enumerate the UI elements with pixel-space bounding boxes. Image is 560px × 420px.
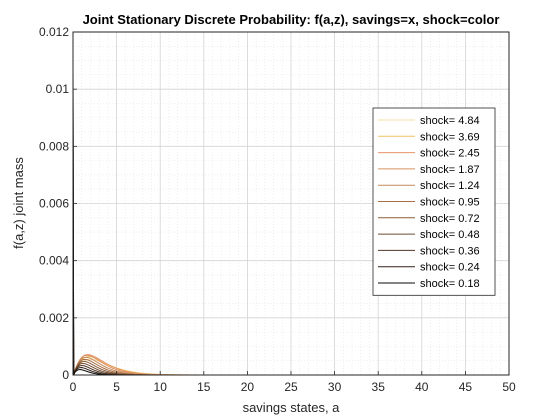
legend-entry: shock= 4.84 bbox=[420, 115, 480, 127]
x-tick-label: 40 bbox=[415, 380, 429, 394]
x-tick-label: 35 bbox=[372, 380, 386, 394]
legend-entry: shock= 0.18 bbox=[420, 278, 480, 290]
x-tick-label: 25 bbox=[284, 380, 298, 394]
chart-title: Joint Stationary Discrete Probability: f… bbox=[83, 12, 500, 27]
legend-entry: shock= 0.48 bbox=[420, 229, 480, 241]
y-tick-label: 0.006 bbox=[39, 197, 69, 211]
legend-entry: shock= 2.45 bbox=[420, 148, 480, 160]
legend-entry: shock= 3.69 bbox=[420, 131, 480, 143]
y-tick-label: 0.01 bbox=[46, 82, 70, 96]
x-tick-label: 30 bbox=[328, 380, 342, 394]
x-tick-label: 45 bbox=[459, 380, 473, 394]
x-tick-label: 50 bbox=[502, 380, 516, 394]
legend-entry: shock= 0.36 bbox=[420, 245, 480, 257]
x-tick-label: 20 bbox=[241, 380, 255, 394]
y-tick-label: 0.004 bbox=[39, 254, 69, 268]
x-tick-label: 5 bbox=[113, 380, 120, 394]
legend: shock= 4.84 shock= 3.69 shock= 2.45 shock= … bbox=[373, 108, 495, 295]
x-tick-label: 15 bbox=[197, 380, 211, 394]
legend-entry: shock= 1.87 bbox=[420, 164, 480, 176]
y-tick-label: 0.012 bbox=[39, 25, 69, 39]
legend-entry: shock= 0.24 bbox=[420, 262, 480, 274]
legend-entry: shock= 0.95 bbox=[420, 197, 480, 209]
x-tick-label: 0 bbox=[70, 380, 77, 394]
legend-entry: shock= 1.24 bbox=[420, 180, 480, 192]
y-axis-label: f(a,z) joint mass bbox=[11, 157, 26, 249]
y-tick-label: 0.002 bbox=[39, 311, 69, 325]
legend-entry: shock= 0.72 bbox=[420, 213, 480, 225]
y-tick-label: 0 bbox=[62, 368, 69, 382]
x-tick-label: 10 bbox=[154, 380, 168, 394]
x-axis-label: savings states, a bbox=[243, 400, 341, 415]
y-tick-label: 0.008 bbox=[39, 139, 69, 153]
